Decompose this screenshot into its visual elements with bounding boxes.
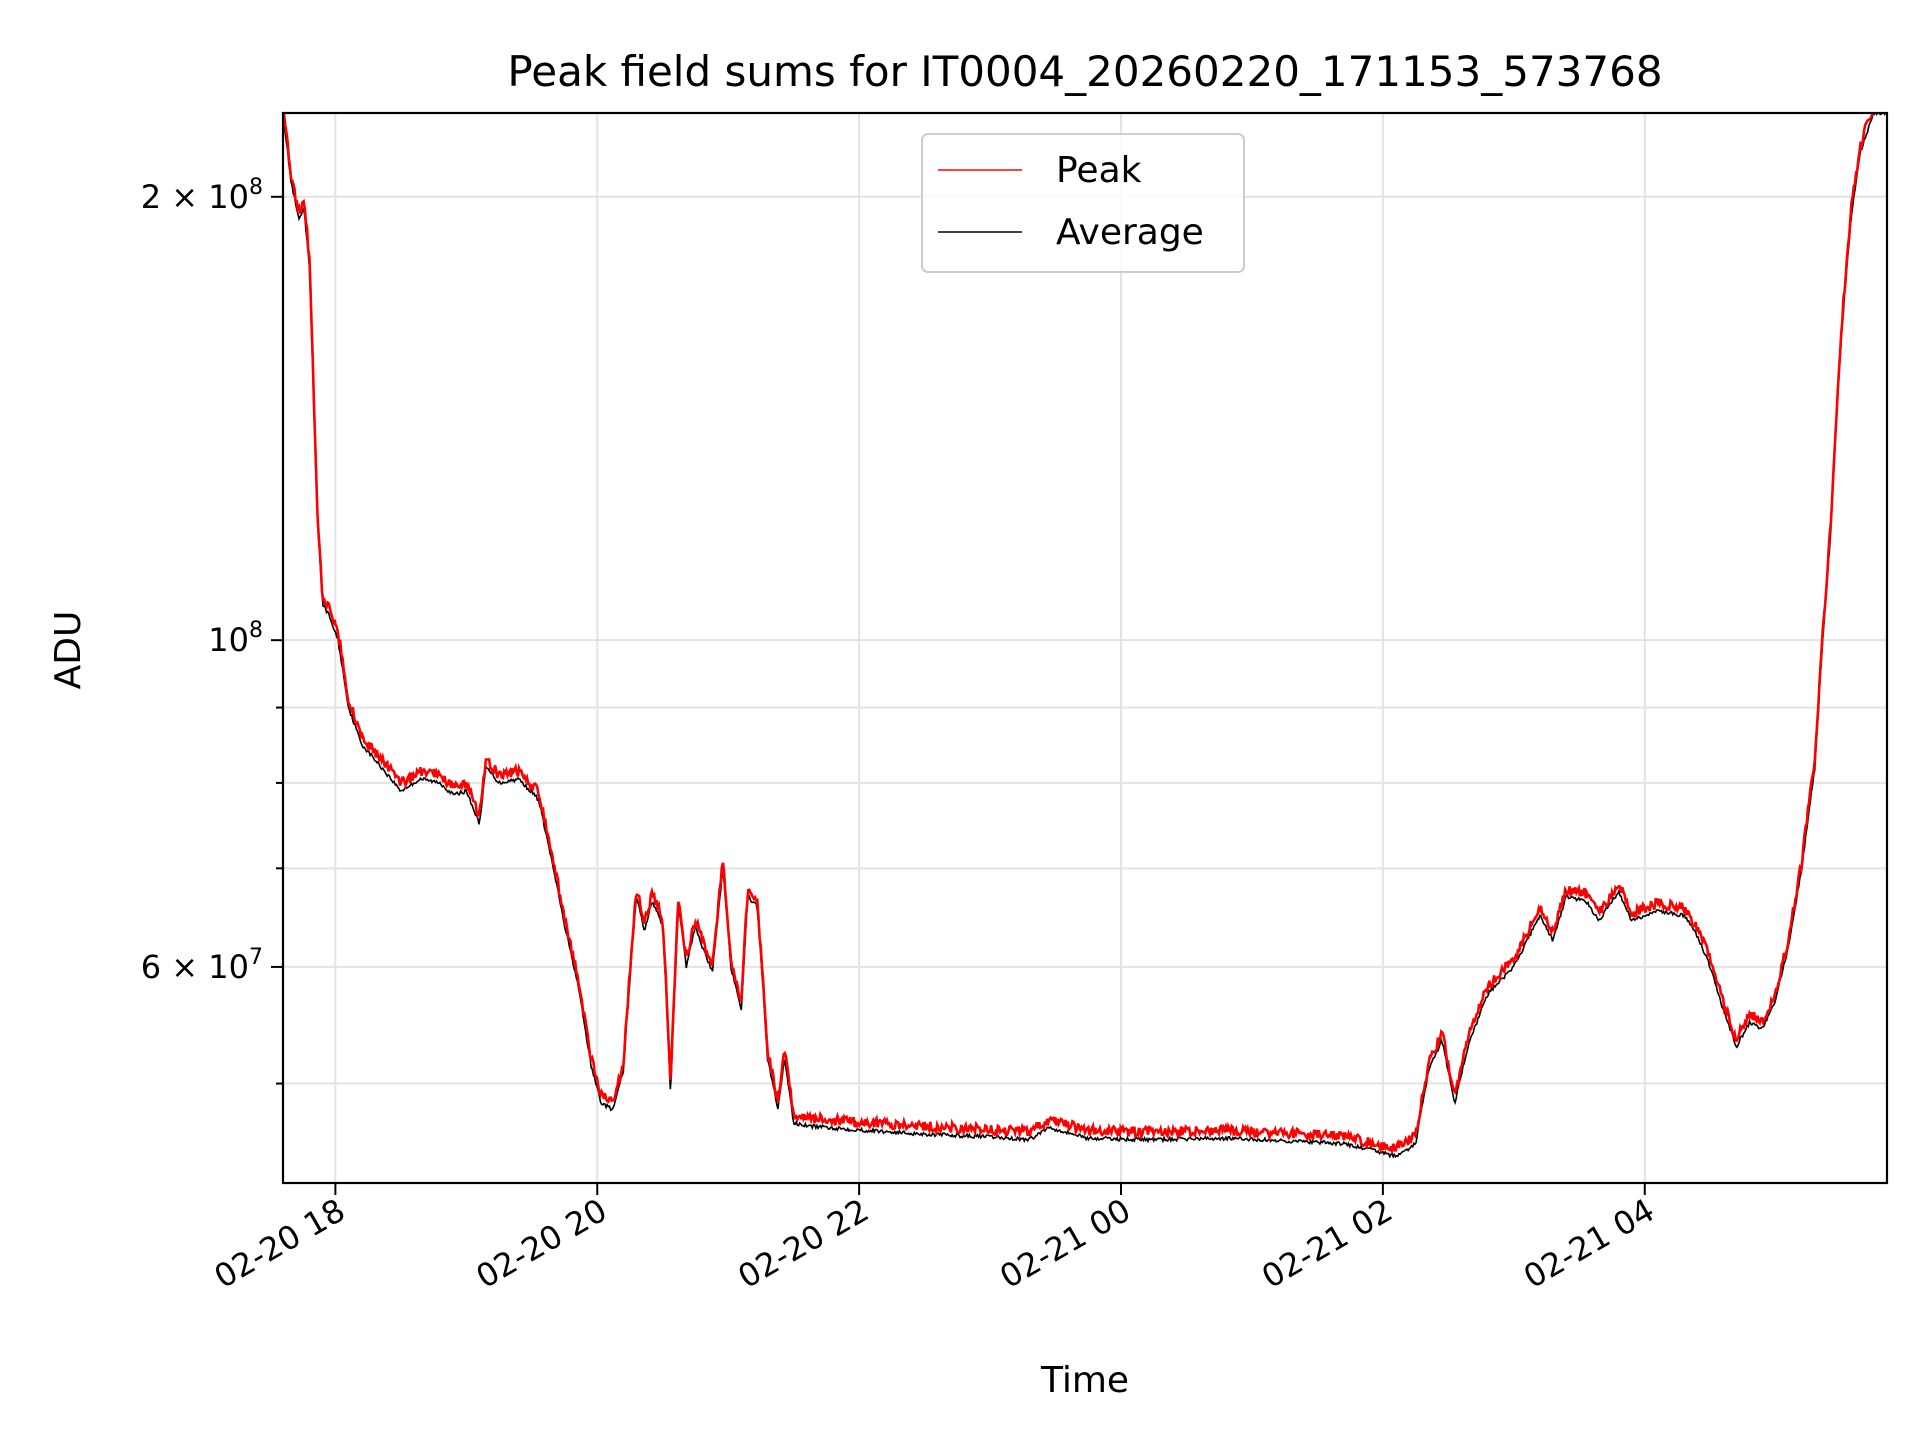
legend-peak-label: Peak (1056, 150, 1142, 191)
y-axis-label: ADU (48, 611, 89, 690)
x-axis-label: Time (1040, 1360, 1129, 1401)
legend-box (921, 133, 1245, 273)
series-line-average (283, 113, 1887, 1159)
y-axis: 6 × 107 108 2 × 108 (141, 175, 283, 1085)
grid (283, 113, 1887, 1183)
legend: Peak Average (921, 133, 1245, 273)
legend-average-label: Average (1056, 212, 1204, 253)
y-tick-label: 108 (208, 618, 263, 659)
plot-frame (281, 111, 1889, 1185)
series-line-peak (283, 113, 1884, 1154)
chart-title: Peak field sums for IT0004_20260220_1711… (507, 47, 1662, 96)
series-lines (283, 113, 1887, 1159)
y-tick-label: 2 × 108 (141, 175, 263, 216)
y-tick-label: 6 × 107 (141, 945, 263, 986)
